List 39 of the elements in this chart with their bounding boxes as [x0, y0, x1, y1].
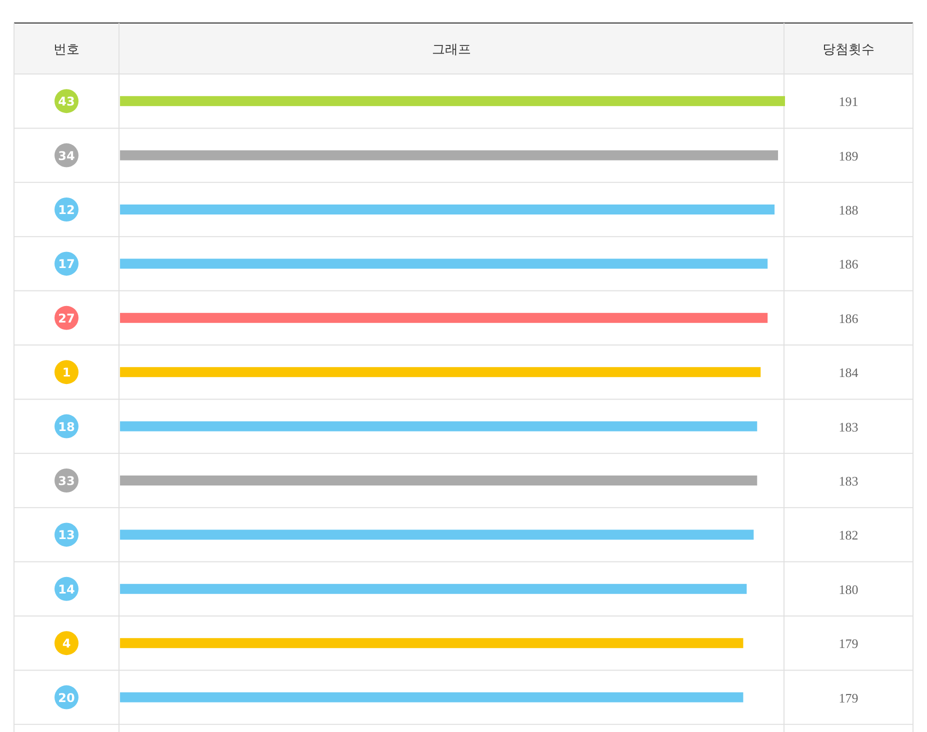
- data-label: 186: [838, 310, 859, 326]
- bar: [120, 584, 747, 594]
- bar: [120, 638, 744, 648]
- text: 그래프: [432, 42, 471, 58]
- y-tick-label: 13: [58, 528, 75, 542]
- bar: [120, 476, 758, 486]
- data-label: 184: [838, 365, 859, 380]
- data-label: 188: [838, 202, 858, 218]
- y-tick-label: 33: [58, 474, 75, 488]
- bar: [120, 204, 775, 214]
- y-tick-label: 14: [58, 582, 75, 596]
- bar: [120, 530, 754, 540]
- y-tick-label: 4: [62, 636, 71, 651]
- data-label: 189: [838, 148, 858, 164]
- data-label: 191: [838, 94, 858, 110]
- data-label: 180: [838, 582, 858, 597]
- bar: [120, 312, 768, 323]
- text: 당첨횟수: [822, 42, 874, 58]
- y-tick-label: 17: [58, 257, 75, 272]
- data-label: 182: [838, 528, 858, 543]
- bar: [120, 367, 761, 378]
- y-tick-label: 1: [62, 366, 71, 380]
- bar: [120, 150, 778, 160]
- y-tick-label: 12: [58, 203, 75, 217]
- data-label: 183: [838, 474, 858, 488]
- y-tick-label: 18: [58, 420, 75, 434]
- data-label: 179: [838, 636, 858, 652]
- bar: [120, 421, 758, 432]
- data-label: 179: [838, 690, 858, 706]
- y-tick-label: 34: [58, 148, 75, 163]
- y-tick-label: 27: [58, 311, 75, 326]
- bar: [120, 96, 785, 106]
- y-tick-label: 43: [58, 94, 75, 109]
- text: 번호: [54, 42, 80, 58]
- bar: [120, 692, 744, 702]
- y-tick-label: 20: [58, 690, 75, 705]
- data-label: 186: [838, 256, 859, 272]
- data-label: 183: [838, 419, 858, 434]
- bar: [120, 258, 768, 269]
